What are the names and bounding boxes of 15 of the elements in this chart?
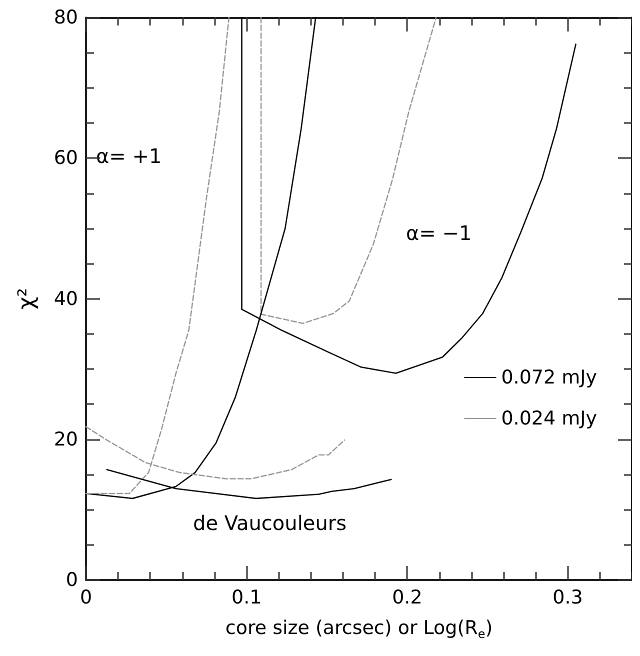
y-tick-label: 80 [54,6,78,28]
x-tick-label: 0.1 [231,586,262,608]
y-tick-label: 0 [66,569,78,591]
annotation: α= −1 [406,221,472,245]
x-tick-label: 0.3 [552,586,583,608]
annotation: α= +1 [96,144,162,168]
y-tick-label: 60 [54,147,78,170]
y-tick-label: 40 [54,288,78,310]
y-axis-title: χ² [14,288,40,310]
legend-label: 0.024 mJy [501,408,598,430]
y-tick-label: 20 [54,428,78,450]
x-tick-label: 0 [80,586,92,608]
annotation: de Vaucouleurs [193,511,347,535]
legend-label: 0.072 mJy [501,366,598,388]
x-tick-label: 0.2 [392,586,422,608]
